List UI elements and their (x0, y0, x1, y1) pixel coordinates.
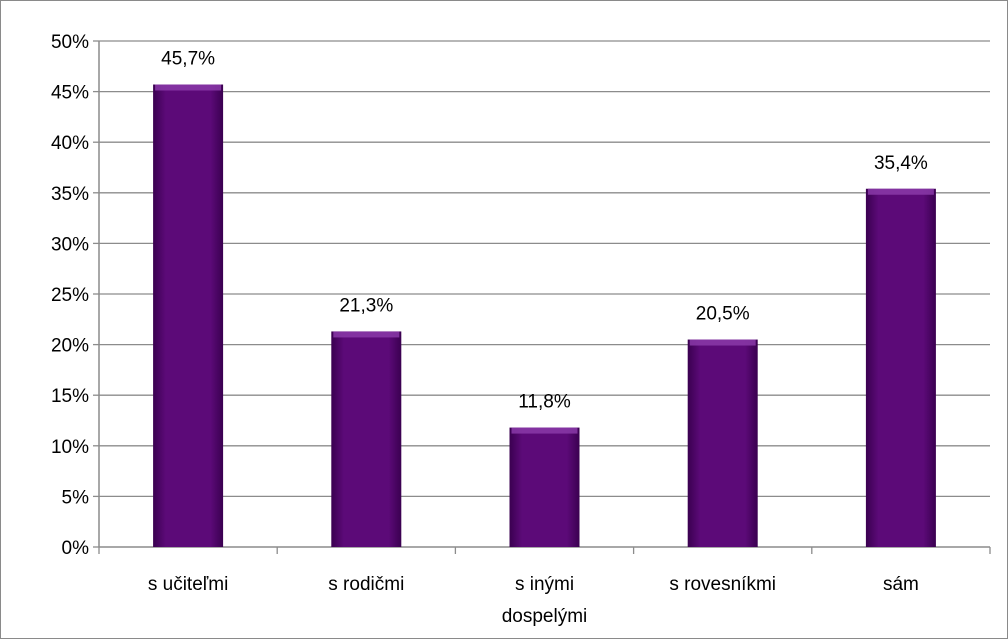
y-tick-label: 10% (51, 437, 89, 458)
category-label: s rovesníkmi (669, 574, 776, 595)
bar-highlight (511, 427, 578, 434)
data-label: 45,7% (161, 49, 215, 70)
bar (509, 427, 580, 547)
bar (331, 331, 402, 547)
y-tick-label: 35% (51, 184, 89, 205)
bar (153, 84, 224, 548)
bar-highlight (867, 188, 934, 195)
y-tick-label: 25% (51, 285, 89, 306)
y-tick-label: 30% (51, 234, 89, 255)
y-tick-label: 45% (51, 83, 89, 104)
bar-highlight (689, 339, 756, 346)
bars (153, 84, 936, 548)
y-tick-label: 5% (62, 487, 90, 508)
data-label: 21,3% (339, 295, 393, 316)
bar-highlight (333, 331, 400, 338)
bar-highlight (155, 84, 222, 91)
category-label: s rodičmi (328, 574, 404, 595)
category-label: s učiteľmi (148, 574, 229, 595)
category-label: dospelými (502, 606, 588, 627)
bar (865, 188, 936, 547)
y-tick-label: 15% (51, 386, 89, 407)
labels: 0% 5% 10% 15% 20% 25% 30% 35% 40% 45% 50% 45,7% s uč… (51, 32, 928, 627)
y-tick-label: 40% (51, 133, 89, 154)
data-label: 11,8% (518, 392, 571, 413)
y-tick-label: 50% (51, 32, 89, 53)
category-label: s inými (515, 574, 574, 595)
y-tick-label: 0% (62, 538, 90, 559)
data-label: 20,5% (696, 304, 750, 325)
gridlines (99, 40, 990, 498)
y-tick-label: 20% (51, 336, 89, 357)
bar (687, 339, 758, 547)
category-label: sám (883, 574, 919, 595)
data-label: 35,4% (874, 153, 928, 174)
